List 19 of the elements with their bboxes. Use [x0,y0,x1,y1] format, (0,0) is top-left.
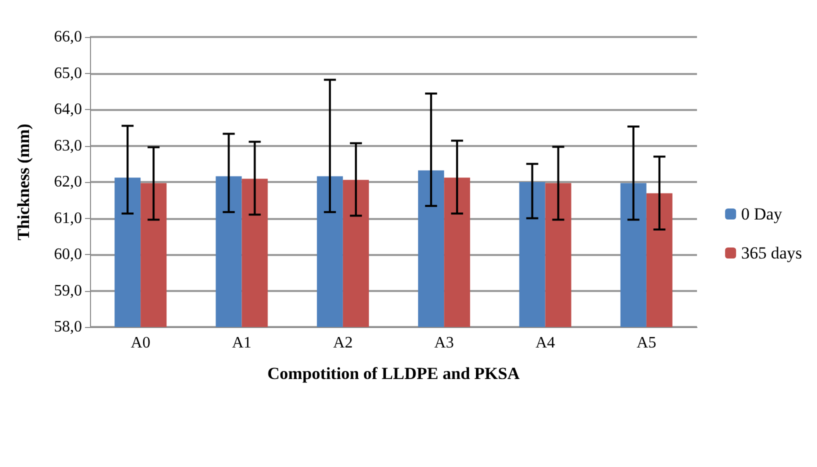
y-tick-label: 59,0 [54,282,82,300]
y-tick-label: 61,0 [54,210,82,227]
y-tick-label: 62,0 [54,174,82,190]
x-tick-label: A4 [535,334,556,352]
y-tick-label: 60,0 [54,246,82,263]
y-tick-label: 64,0 [54,101,82,118]
x-tick-label: A3 [434,334,454,352]
y-tick-label: 63,0 [54,137,82,154]
legend-label: 0 Day [741,204,783,224]
y-tick-label: 66,0 [54,28,82,46]
x-tick-label: A0 [130,334,150,352]
x-tick-label: A5 [636,334,656,352]
x-axis-title: Compotition of LLDPE and PKSA [267,364,520,383]
x-tick-label: A2 [333,334,353,352]
legend-label: 365 days [741,244,802,262]
y-tick-label: 58,0 [54,318,82,336]
y-tick-label: 65,0 [54,64,82,82]
x-tick-label: A1 [232,334,252,352]
y-axis-title: Thickness (mm) [14,124,33,240]
